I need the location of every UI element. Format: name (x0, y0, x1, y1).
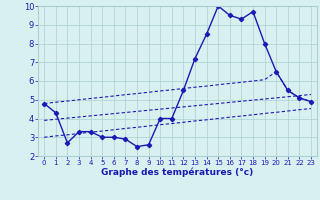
X-axis label: Graphe des températures (°c): Graphe des températures (°c) (101, 168, 254, 177)
